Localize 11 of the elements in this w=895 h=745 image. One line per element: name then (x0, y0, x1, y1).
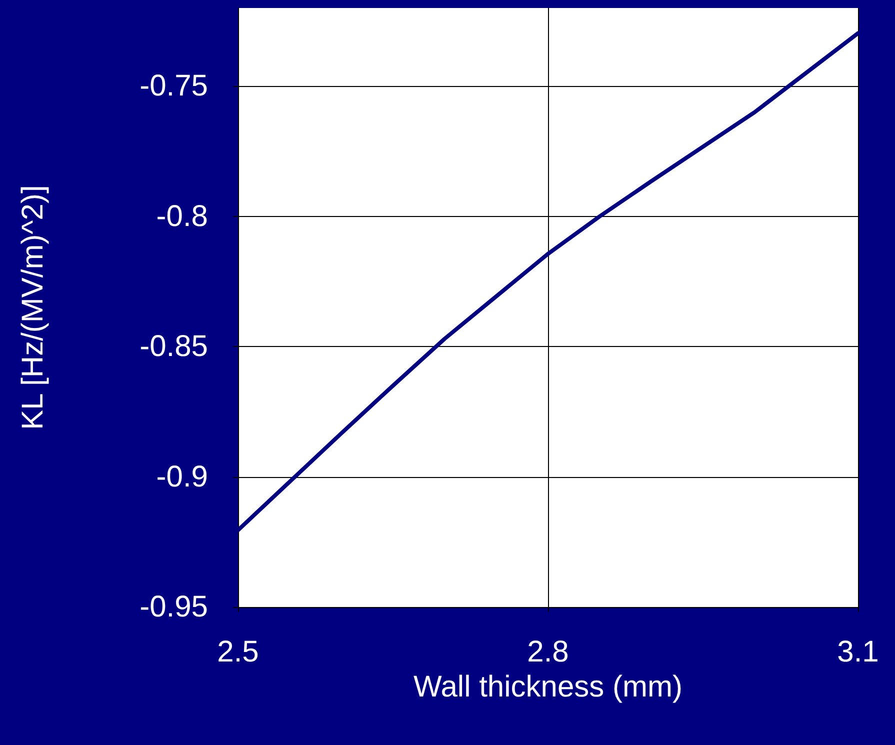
y-tick-label: -0.95 (140, 590, 208, 624)
x-tick-label: 3.1 (837, 636, 879, 668)
y-tick-label: -0.9 (156, 460, 208, 494)
y-tick-label: -0.75 (140, 70, 208, 103)
x-tick-label: 2.5 (217, 636, 259, 668)
y-tick-label: -0.85 (140, 330, 208, 364)
x-tick-label: 2.8 (527, 636, 569, 668)
x-axis-title: Wall thickness (mm) (414, 670, 682, 704)
y-tick-label: -0.8 (156, 200, 208, 233)
y-axis-title: KL [Hz/(MV/m)^2)] (16, 185, 50, 430)
line-series (236, 31, 860, 532)
